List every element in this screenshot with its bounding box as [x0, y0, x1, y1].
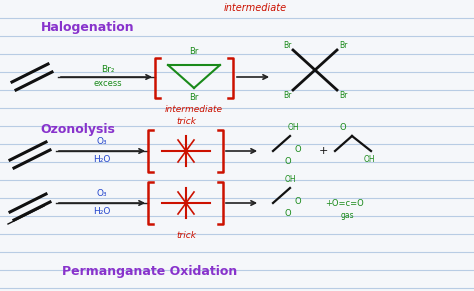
- Text: +: +: [319, 146, 328, 156]
- Text: H₂O: H₂O: [93, 155, 111, 164]
- Text: Halogenation: Halogenation: [41, 22, 135, 35]
- Text: intermediate: intermediate: [223, 3, 287, 13]
- Text: trick: trick: [176, 116, 196, 125]
- Text: Br: Br: [283, 91, 291, 100]
- Text: OH: OH: [287, 123, 299, 132]
- Text: O: O: [285, 210, 292, 219]
- Text: O: O: [295, 198, 301, 207]
- Text: trick: trick: [176, 232, 196, 240]
- Text: Br: Br: [189, 93, 199, 102]
- Text: gas: gas: [340, 210, 354, 219]
- Text: intermediate: intermediate: [165, 106, 223, 114]
- Text: O: O: [340, 123, 346, 132]
- Text: Br: Br: [283, 42, 291, 51]
- Text: Ozonolysis: Ozonolysis: [41, 123, 116, 136]
- Text: Br: Br: [339, 42, 347, 51]
- Text: excess: excess: [94, 79, 122, 88]
- Text: Br: Br: [189, 47, 199, 56]
- Text: O₃: O₃: [97, 138, 107, 146]
- Text: Permanganate Oxidation: Permanganate Oxidation: [63, 265, 237, 278]
- Text: O₃: O₃: [97, 189, 107, 198]
- Text: Br₂: Br₂: [101, 65, 115, 74]
- Text: OH: OH: [284, 175, 296, 184]
- Text: +O=c=O: +O=c=O: [325, 198, 364, 207]
- Text: O: O: [295, 146, 301, 155]
- Text: Br: Br: [339, 91, 347, 100]
- Text: O: O: [285, 157, 292, 166]
- Text: H₂O: H₂O: [93, 207, 111, 216]
- Text: OH: OH: [363, 155, 375, 164]
